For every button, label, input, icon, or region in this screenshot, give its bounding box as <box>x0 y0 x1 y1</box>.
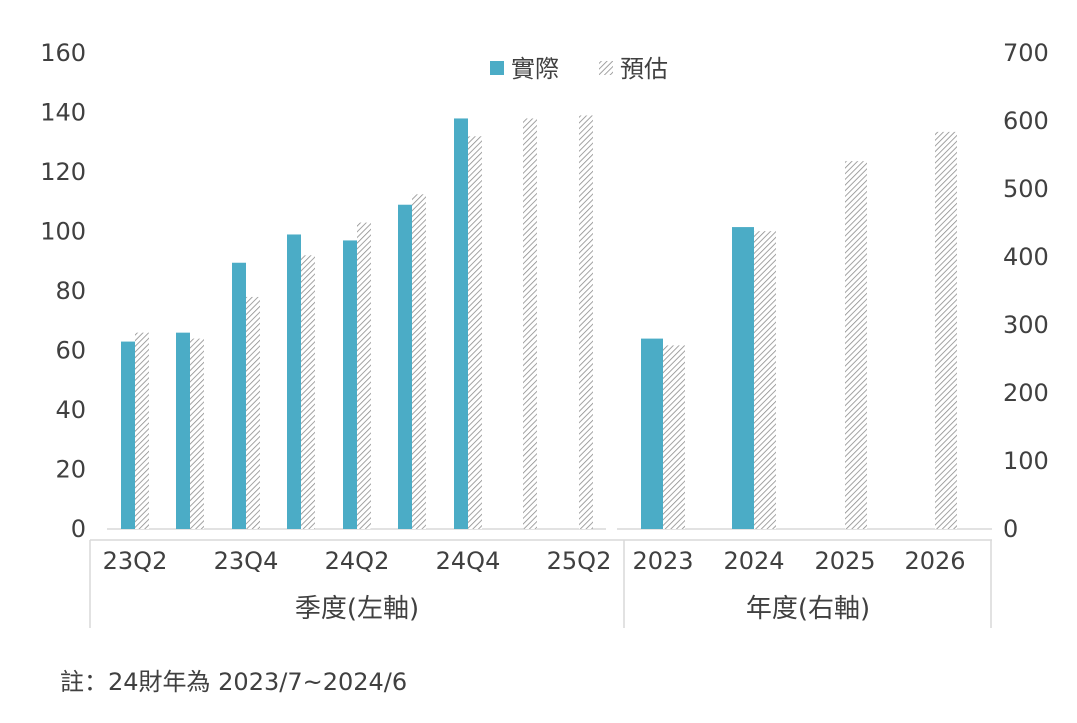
bar-actual-24Q2 <box>343 240 357 530</box>
bar-estimate-25Q1 <box>523 118 537 529</box>
category-label: 24Q2 <box>325 547 390 575</box>
left-axis-tick-label: 0 <box>71 515 86 543</box>
category-label: 2024 <box>723 547 784 575</box>
annual-group-label: 年度(右軸) <box>746 594 870 624</box>
legend-estimate-swatch <box>599 61 613 75</box>
bar-actual-24Q3 <box>398 204 412 529</box>
bar-estimate-24Q1 <box>301 255 315 530</box>
left-axis-tick-label: 60 <box>55 337 86 365</box>
bar-estimate-24Q2 <box>357 222 371 529</box>
legend: 實際 預估 <box>490 55 668 83</box>
legend-actual-label: 實際 <box>511 55 559 83</box>
bar-estimate-25Q2 <box>579 115 593 529</box>
bar-actual-24Q4 <box>454 118 468 529</box>
right-axis-tick-label: 700 <box>1003 39 1049 67</box>
category-label: 24Q4 <box>436 547 501 575</box>
bar-actual-23Q4 <box>232 262 246 529</box>
bar-estimate-2026 <box>935 131 957 529</box>
right-axis-tick-label: 400 <box>1003 243 1049 271</box>
bar-estimate-24Q4 <box>468 136 482 530</box>
category-label: 23Q2 <box>103 547 168 575</box>
category-label: 2026 <box>904 547 965 575</box>
quarterly-group-label: 季度(左軸) <box>295 594 419 624</box>
bar-estimate-24Q3 <box>412 194 426 529</box>
bar-actual-2023 <box>641 338 663 529</box>
category-label: 23Q4 <box>214 547 279 575</box>
left-axis-tick-label: 20 <box>55 456 86 484</box>
legend-actual-swatch <box>490 61 504 75</box>
bar-actual-24Q1 <box>287 234 301 529</box>
footnote: 註：24財年為 2023/7~2024/6 <box>60 668 408 696</box>
bar-estimate-23Q2 <box>135 332 149 529</box>
bar-actual-23Q2 <box>121 341 135 529</box>
right-axis-tick-label: 300 <box>1003 311 1049 339</box>
left-axis-tick-label: 80 <box>55 277 86 305</box>
left-axis-tick-label: 120 <box>40 158 86 186</box>
bar-actual-23Q3 <box>176 332 190 529</box>
left-axis-tick-label: 160 <box>40 39 86 67</box>
left-axis-tick-label: 40 <box>55 396 86 424</box>
bar-estimate-23Q3 <box>190 338 204 529</box>
right-axis-tick-label: 200 <box>1003 379 1049 407</box>
category-label: 25Q2 <box>547 547 612 575</box>
bar-estimate-2024 <box>754 231 776 529</box>
bar-estimate-23Q4 <box>246 296 260 529</box>
right-axis-tick-label: 600 <box>1003 107 1049 135</box>
right-axis-tick-label: 0 <box>1003 515 1018 543</box>
left-axis-tick-label: 100 <box>40 218 86 246</box>
legend-estimate-label: 預估 <box>620 55 668 83</box>
right-axis-tick-label: 500 <box>1003 175 1049 203</box>
bar-estimate-2023 <box>663 345 685 529</box>
left-axis-tick-label: 140 <box>40 99 86 127</box>
category-label: 2023 <box>632 547 693 575</box>
category-label: 2025 <box>814 547 875 575</box>
bar-estimate-2025 <box>845 161 867 529</box>
bar-actual-2024 <box>732 227 754 529</box>
right-axis-tick-label: 100 <box>1003 447 1049 475</box>
